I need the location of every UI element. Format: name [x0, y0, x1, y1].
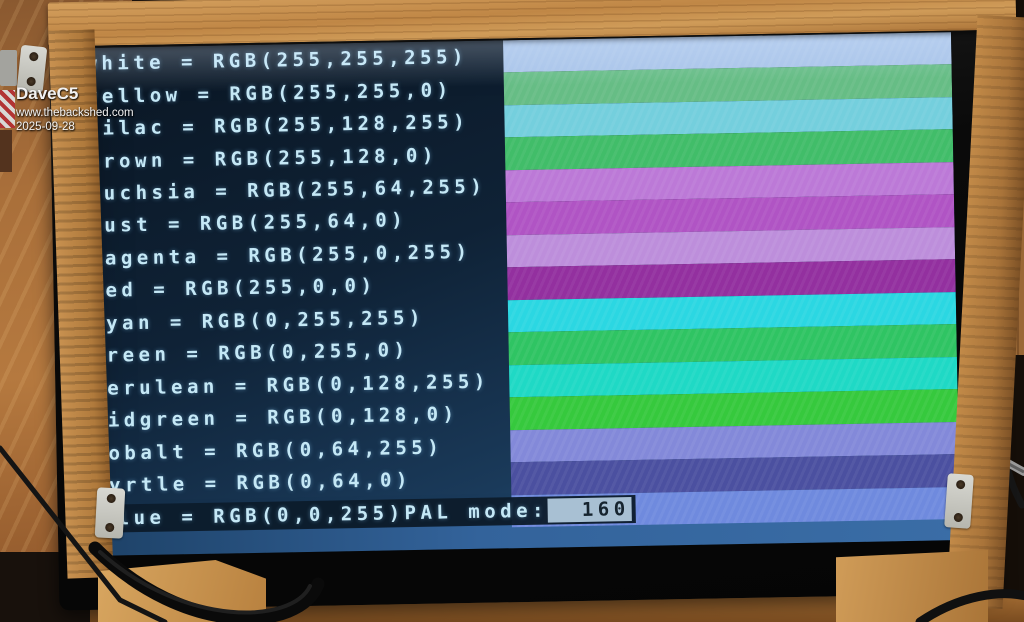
color-line-cyan: cyan = RGB(0,255,255) [89, 306, 426, 335]
table-object [0, 50, 17, 86]
color-line-blue-with-status: blue = RGB(0,0,255)PAL mode: 160 [93, 494, 636, 533]
color-line-midgreen: midgreen = RGB(0,128,0) [91, 403, 459, 433]
watermark-date: 2025-09-28 [16, 121, 75, 133]
color-line-fuchsia: fuchsia = RGB(255,64,255) [87, 175, 487, 205]
color-line-rust: rust = RGB(255,64,0) [88, 209, 408, 238]
color-line-green: green = RGB(0,255,0) [90, 339, 410, 368]
color-line-blue: blue = RGB(0,0,255) [101, 501, 405, 530]
color-line-magenta: magenta = RGB(255,0,255) [88, 240, 472, 270]
watermark: DaveC5 www.thebackshed.com 2025-09-28 [16, 84, 134, 133]
color-line-cerulean: cerulean = RGB(0,128,255) [91, 370, 490, 400]
pal-mode-value: 160 [547, 496, 632, 523]
monitor-screen: white = RGB(255,255,255) yellow = RGB(25… [77, 32, 961, 557]
table-object [0, 130, 12, 172]
screen-text-lines: white = RGB(255,255,255) yellow = RGB(25… [77, 32, 960, 556]
color-line-myrtle: myrtle = RGB(0,64,0) [92, 469, 413, 498]
color-line-red: red = RGB(255,0,0) [89, 275, 377, 303]
table-object-striped [0, 90, 15, 128]
mounting-bracket-bottom-right [944, 473, 974, 529]
color-line-brown: brown = RGB(255,128,0) [86, 144, 439, 173]
color-line-yellow: yellow = RGB(255,255,0) [85, 78, 453, 108]
monitor-bezel: white = RGB(255,255,255) yellow = RGB(25… [48, 11, 998, 611]
color-line-lilac: lilac = RGB(255,128,255) [86, 111, 470, 141]
watermark-site: www.thebackshed.com [16, 107, 134, 119]
wood-foot-right [836, 550, 988, 622]
watermark-author: DaveC5 [16, 84, 79, 103]
mounting-bracket-bottom-left [94, 487, 126, 539]
color-line-cobalt: cobalt = RGB(0,64,255) [92, 436, 444, 465]
pal-mode-label: PAL mode: [404, 499, 549, 524]
color-line-white: white = RGB(255,255,255) [85, 46, 469, 76]
